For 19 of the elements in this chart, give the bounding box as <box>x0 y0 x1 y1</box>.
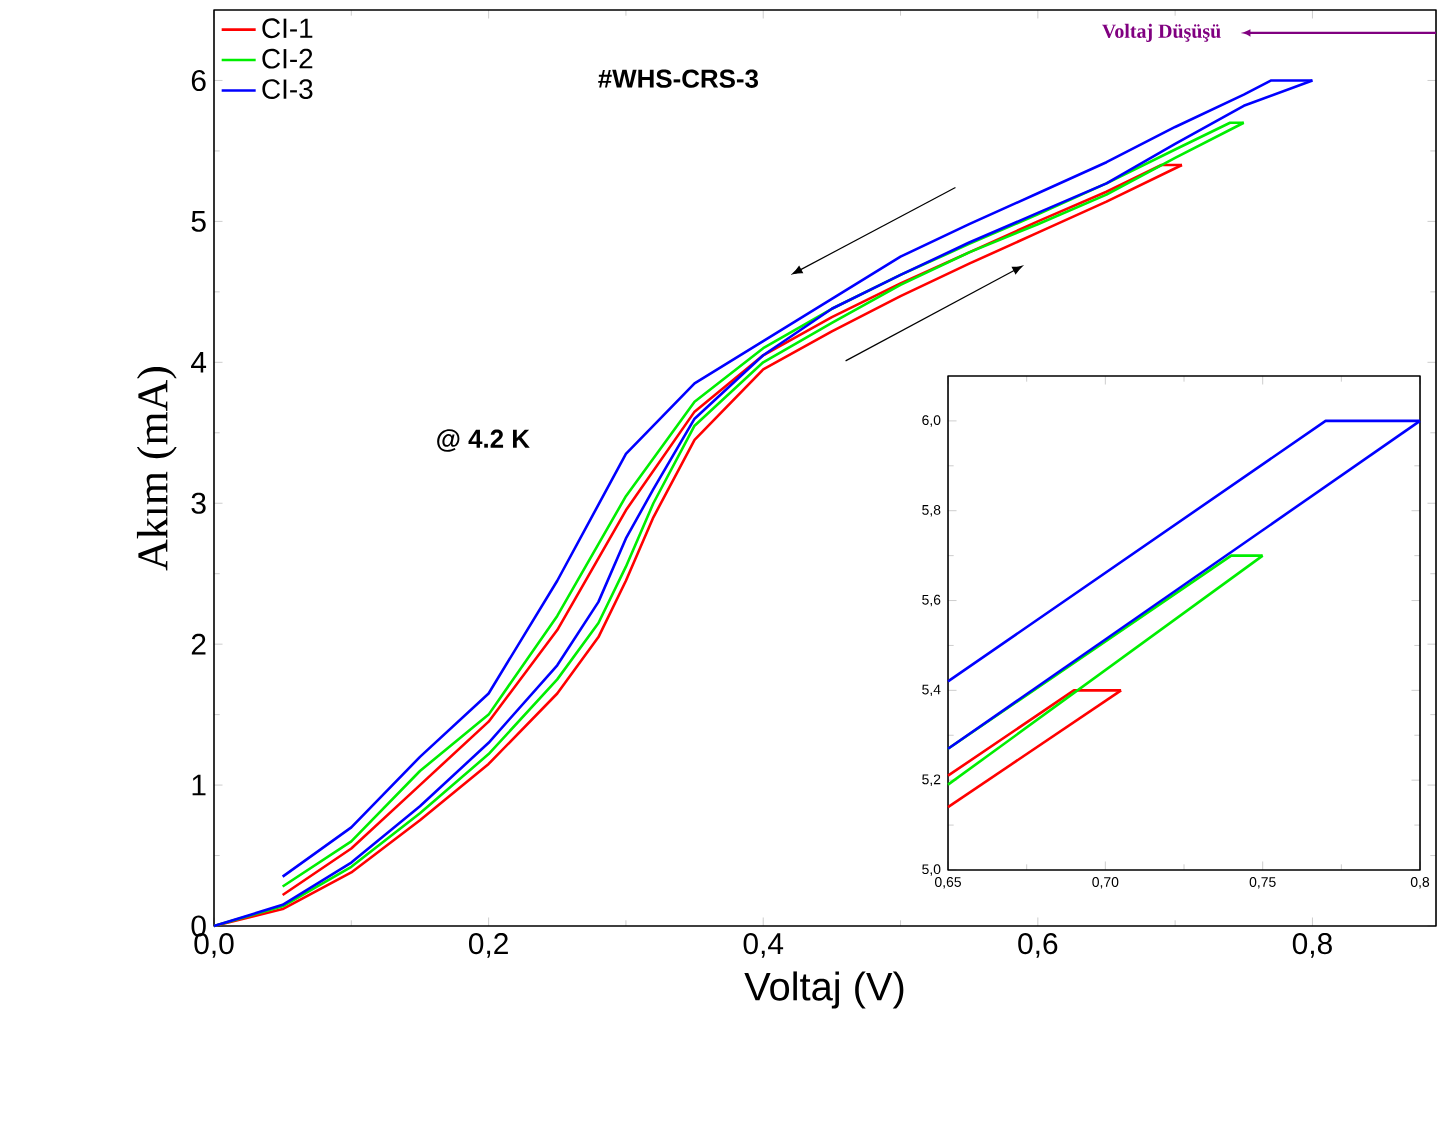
y-tick-label: 6 <box>191 69 206 92</box>
annotation: Voltaj Düşüşü <box>1102 23 1221 42</box>
legend-label: CI-3 <box>262 79 313 99</box>
x-axis-title: Voltaj (V) <box>744 971 904 1009</box>
y-tick-label: 2 <box>191 633 206 655</box>
y-tick-label: 4 <box>191 352 207 373</box>
y-tick-label: 5 <box>191 210 206 232</box>
annotation: @ 4.2 K <box>437 429 530 452</box>
legend-label: CI-1 <box>262 18 313 39</box>
x-tick-label: 0,0 <box>194 933 234 958</box>
y-axis-title: Akım (mA) <box>136 367 177 571</box>
y-tick-label: 1 <box>192 774 206 796</box>
x-tick-label: 0,6 <box>1018 933 1058 958</box>
y-tick-label: 3 <box>191 492 206 514</box>
annotation: #WHS-CRS-3 <box>598 69 759 88</box>
legend-label: CI-2 <box>262 48 313 69</box>
x-tick-label: 0,4 <box>743 933 784 958</box>
x-tick-label: 0,8 <box>1292 933 1332 958</box>
x-tick-label: 0,2 <box>468 933 508 958</box>
